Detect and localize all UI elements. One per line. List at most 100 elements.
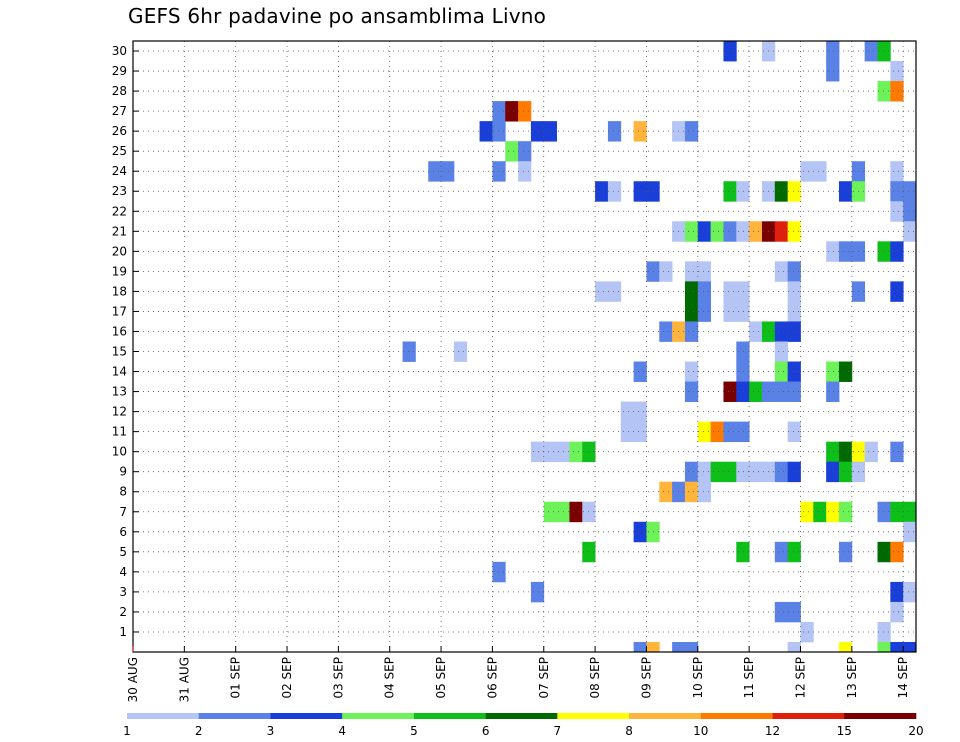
heatmap-cell [697, 301, 712, 322]
heatmap-cell [787, 281, 801, 302]
heatmap-cell [723, 181, 737, 202]
colorbar-swatch [413, 713, 486, 719]
heatmap-cell [826, 441, 840, 463]
heatmap-cell [774, 601, 789, 623]
heatmap-cell [838, 441, 853, 463]
heatmap-cell [877, 81, 891, 102]
x-tick-label: 31 AUG [177, 657, 191, 702]
heatmap-cell [813, 161, 827, 182]
heatmap-cell [530, 441, 545, 463]
heatmap-cell [633, 181, 647, 202]
heatmap-cell [595, 281, 609, 302]
heatmap-cell [736, 181, 750, 202]
heatmap-cell [620, 401, 635, 423]
colorbar-label: 4 [338, 724, 346, 738]
heatmap-cell [723, 381, 737, 402]
heatmap-cell [736, 541, 750, 563]
heatmap-cell [684, 461, 699, 483]
y-tick-label: 2 [119, 605, 127, 619]
colorbar-swatch [844, 713, 917, 719]
heatmap-cell [890, 201, 904, 222]
y-tick-label: 22 [112, 204, 127, 218]
heatmap-cell [890, 541, 904, 563]
y-tick-label: 3 [119, 585, 127, 599]
heatmap-cell [684, 301, 699, 322]
heatmap-cell [890, 161, 904, 182]
heatmap-cell [787, 601, 801, 623]
heatmap-cell [826, 241, 840, 262]
heatmap-cell [774, 221, 789, 242]
heatmap-cell [736, 301, 750, 322]
heatmap-cell [749, 321, 763, 342]
heatmap-cell [646, 641, 660, 653]
heatmap-cell [890, 501, 904, 523]
heatmap-cell [787, 181, 801, 202]
colorbar-label: 3 [267, 724, 275, 738]
heatmap-cell [877, 241, 891, 262]
heatmap-cell [736, 221, 750, 242]
heatmap-cell [749, 381, 763, 402]
heatmap-cell [479, 121, 493, 142]
y-tick-label: 26 [112, 124, 127, 138]
y-tick-label: 23 [112, 184, 127, 198]
heatmap-cell [838, 541, 853, 563]
heatmap-cell [774, 541, 789, 563]
colorbar-swatch [700, 713, 773, 719]
heatmap-cell [826, 61, 840, 82]
x-tick-label: 08 SEP [588, 657, 602, 699]
heatmap-cell [903, 581, 917, 603]
heatmap-cell [492, 561, 506, 583]
heatmap-cell [633, 641, 647, 653]
heatmap-cell [453, 341, 468, 362]
colorbar-swatch [198, 713, 271, 719]
heatmap-cell [787, 301, 801, 322]
heatmap-cell [774, 341, 789, 362]
heatmap-cell [710, 421, 724, 443]
heatmap-cell [774, 381, 789, 402]
x-tick-label: 12 SEP [793, 657, 807, 699]
x-tick-label: 03 SEP [331, 657, 345, 699]
chart-title: GEFS 6hr padavine po ansamblima Livno [128, 4, 547, 28]
heatmap-cell [633, 361, 647, 382]
heatmap-cell [890, 81, 904, 102]
heatmap-cell [774, 361, 789, 382]
x-tick-label: 01 SEP [229, 657, 243, 699]
heatmap-cell [774, 261, 789, 282]
heatmap-cell [723, 221, 737, 242]
colorbar-swatch [772, 713, 845, 719]
x-tick-label: 09 SEP [639, 657, 653, 699]
heatmap-cell [877, 621, 891, 643]
heatmap-cell [518, 141, 532, 162]
colorbar-label: 6 [482, 724, 490, 738]
heatmap-cell [607, 121, 622, 142]
x-tick-label: 14 SEP [896, 657, 910, 699]
heatmap-cell [684, 381, 699, 402]
heatmap-cell [697, 221, 712, 242]
heatmap-cell [877, 501, 891, 523]
heatmap-cell [569, 441, 583, 463]
heatmap-cell [774, 461, 789, 483]
x-tick-label: 05 SEP [434, 657, 448, 699]
heatmap-cell [903, 181, 917, 202]
heatmap-cell [787, 321, 801, 342]
heatmap-cell [697, 461, 712, 483]
heatmap-cell [723, 281, 737, 302]
colorbar-swatch [127, 713, 200, 719]
heatmap-cell [530, 581, 545, 603]
heatmap-cell [569, 501, 583, 523]
colorbar-label: 12 [765, 724, 780, 738]
heatmap-cell [877, 641, 891, 653]
y-tick-label: 17 [112, 304, 127, 318]
heatmap-cell [800, 161, 814, 182]
x-axis: 30 AUG 31 AUG 01 SEP 02 SEP 03 SEP 04 SEP 05 S… [126, 646, 910, 702]
y-tick-label: 8 [119, 485, 127, 499]
heatmap-cell [595, 181, 609, 202]
heatmap-cell [787, 381, 801, 402]
x-tick-label: 10 SEP [691, 657, 705, 699]
heatmap-cell [633, 421, 647, 443]
heatmap-cell [402, 341, 416, 362]
heatmap-cell [774, 321, 789, 342]
cells-layer [402, 41, 917, 653]
heatmap-cell [903, 521, 917, 543]
heatmap-cell [684, 281, 699, 302]
